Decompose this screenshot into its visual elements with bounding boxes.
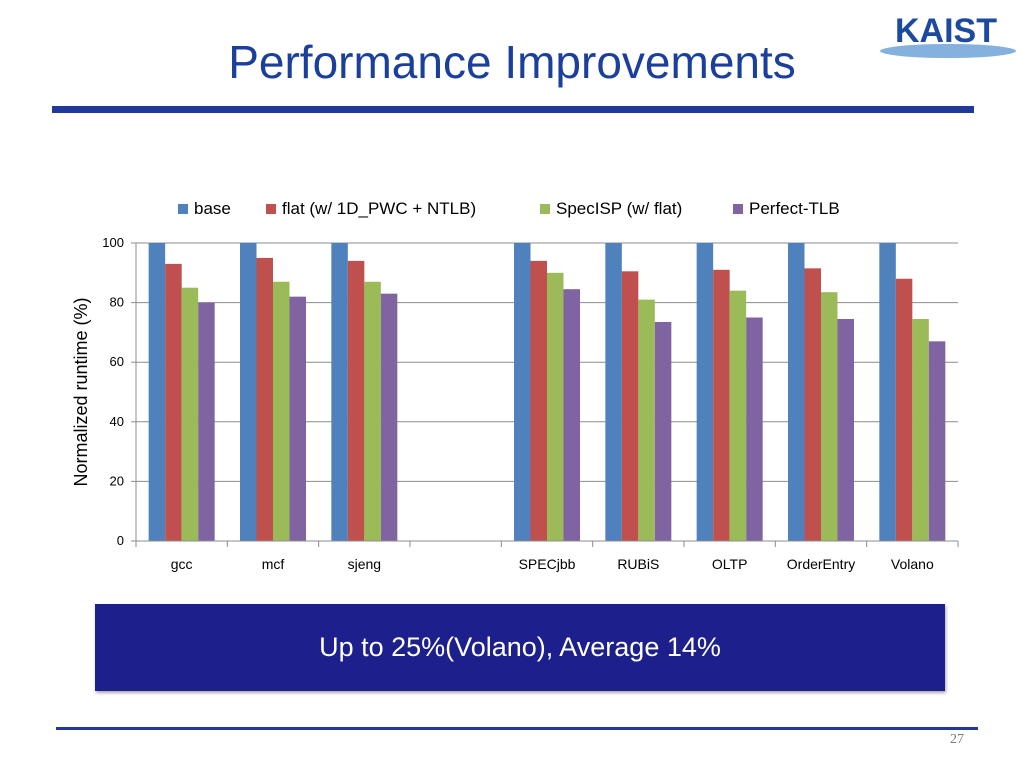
legend-swatch: [178, 204, 188, 214]
y-tick-label: 100: [102, 235, 124, 250]
bar-flat-w-1d-pwc-ntlb: [895, 278, 913, 541]
bar-flat-w-1d-pwc-ntlb: [804, 268, 821, 541]
x-tick-label: OLTP: [712, 556, 748, 572]
summary-text: Up to 25%(Volano), Average 14%: [319, 632, 721, 662]
bar-chart: 0 20 40 60 80 100 Normalized runtime (%) gcc mcf…: [71, 199, 959, 572]
bar-base: [605, 243, 622, 541]
x-tick-label: mcf: [262, 556, 285, 572]
kaist-logo: KAIST: [880, 12, 1016, 58]
bar-perfect-tlb: [928, 341, 946, 541]
summary-callout: Up to 25%(Volano), Average 14%: [95, 604, 945, 691]
bar-base: [240, 243, 257, 541]
y-axis-label: Normalized runtime (%): [71, 297, 91, 486]
legend-swatch: [540, 204, 550, 214]
bar-flat-w-1d-pwc-ntlb: [621, 271, 639, 541]
bar-specisp-w-flat: [821, 292, 838, 541]
y-tick-label: 80: [110, 295, 124, 310]
bar-specisp-w-flat: [273, 281, 290, 541]
bar-perfect-tlb: [289, 296, 306, 541]
y-tick-label: 0: [117, 533, 124, 548]
logo-text: KAIST: [895, 12, 997, 50]
bar-base: [788, 243, 805, 541]
bottom-divider: [56, 727, 978, 730]
bar-base: [879, 243, 896, 541]
bar-base: [514, 243, 531, 541]
top-divider: [52, 106, 974, 113]
slide-title: Performance Improvements: [228, 36, 796, 88]
bar-specisp-w-flat: [912, 318, 929, 541]
y-tick-label: 20: [110, 473, 124, 488]
x-tick-label: SPECjbb: [519, 556, 576, 572]
x-tick-label: sjeng: [348, 556, 381, 572]
bar-specisp-w-flat: [547, 272, 564, 541]
x-tick-label: RUBiS: [617, 556, 659, 572]
bar-specisp-w-flat: [364, 281, 381, 541]
bar-specisp-w-flat: [638, 299, 655, 541]
x-tick-label: Volano: [891, 556, 934, 572]
legend-swatch: [733, 204, 743, 214]
bar-specisp-w-flat: [181, 287, 199, 541]
bar-flat-w-1d-pwc-ntlb: [713, 269, 730, 541]
bar-perfect-tlb: [198, 302, 215, 541]
bar-base: [331, 243, 348, 541]
bar-base: [696, 243, 714, 541]
legend-swatch: [266, 204, 276, 214]
bar-perfect-tlb: [380, 293, 398, 541]
page-number: 27: [950, 732, 964, 747]
bar-perfect-tlb: [654, 321, 672, 541]
legend-label: flat (w/ 1D_PWC + NTLB): [282, 199, 476, 218]
bar-perfect-tlb: [563, 289, 580, 541]
bar-perfect-tlb: [746, 317, 763, 541]
bar-flat-w-1d-pwc-ntlb: [165, 263, 182, 541]
logo-swoosh: [880, 44, 1016, 58]
chart-container: 0 20 40 60 80 100 Normalized runtime (%) gcc mcf…: [60, 190, 970, 590]
bar-flat-w-1d-pwc-ntlb: [530, 260, 547, 541]
legend-label: Perfect-TLB: [749, 199, 840, 218]
x-tick-label: gcc: [171, 556, 193, 572]
y-tick-label: 40: [110, 414, 124, 429]
bar-perfect-tlb: [837, 318, 854, 541]
bar-base: [148, 243, 166, 541]
x-tick-label: OrderEntry: [787, 556, 855, 572]
y-tick-label: 60: [110, 354, 124, 369]
bar-flat-w-1d-pwc-ntlb: [256, 257, 273, 541]
bar-specisp-w-flat: [729, 290, 747, 541]
legend-label: SpecISP (w/ flat): [556, 199, 682, 218]
legend-label: base: [194, 199, 231, 218]
bar-flat-w-1d-pwc-ntlb: [347, 260, 365, 541]
